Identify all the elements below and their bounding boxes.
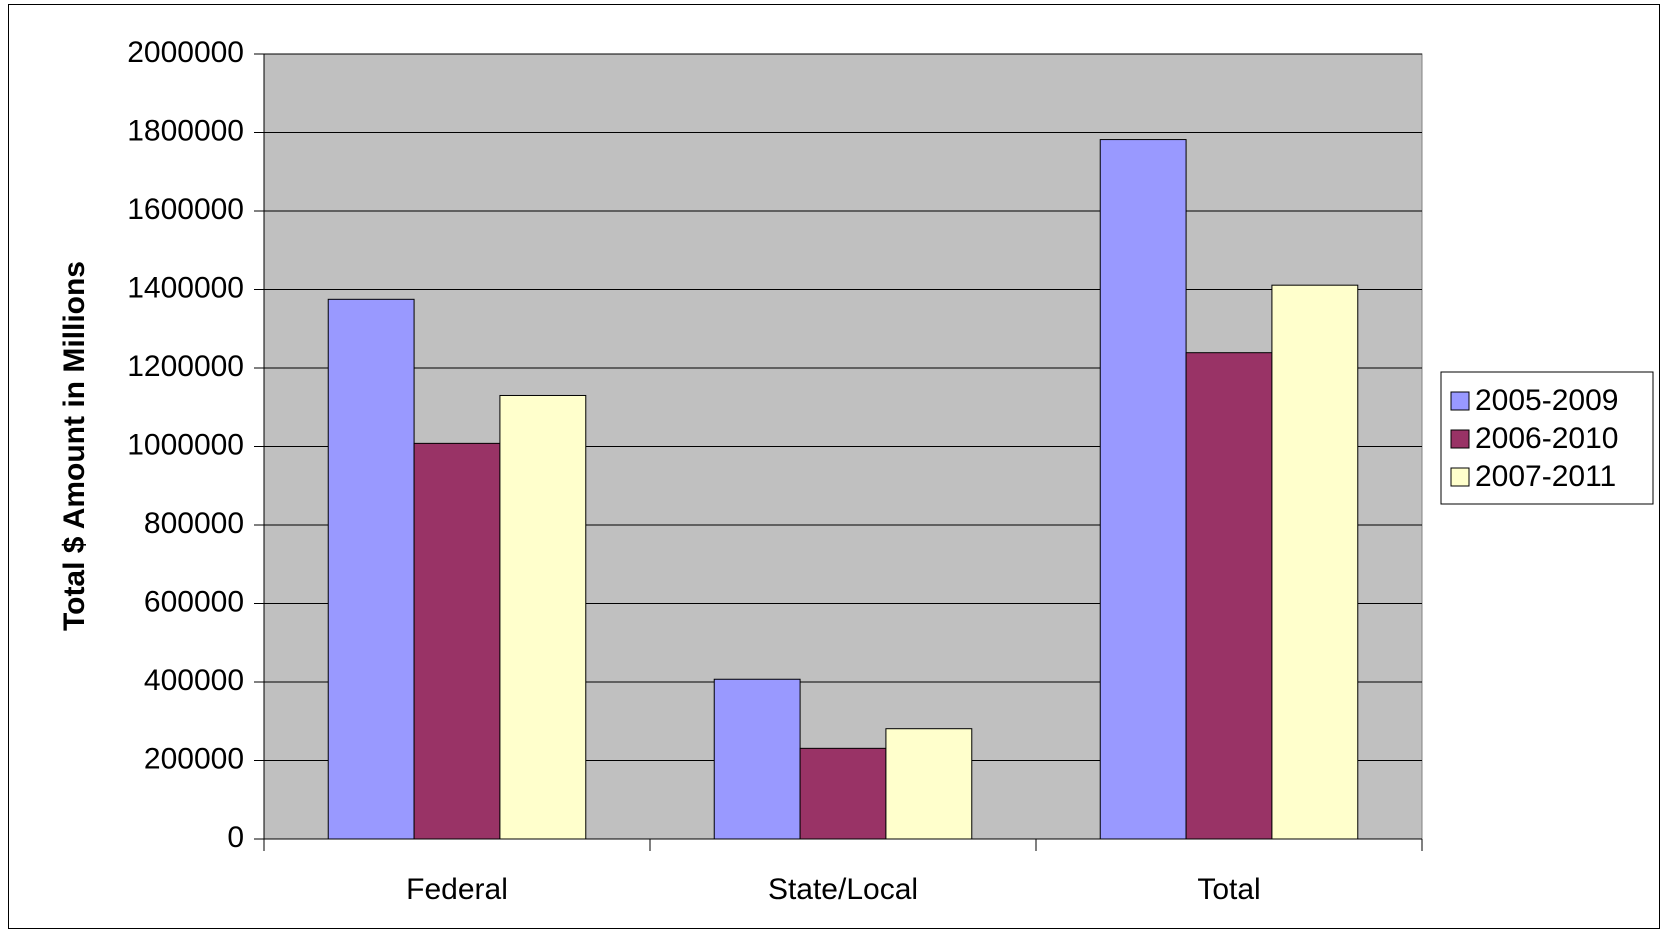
bar-total-2005-2009 xyxy=(1099,139,1187,840)
bar-total-2007-2011 xyxy=(1271,284,1359,840)
legend-label: 2007-2011 xyxy=(1475,460,1616,493)
y-tick-label: 0 xyxy=(227,821,244,854)
legend-label: 2005-2009 xyxy=(1475,384,1618,417)
y-tick-label: 1800000 xyxy=(127,114,244,147)
y-tick-label: 1600000 xyxy=(127,193,244,226)
bar-federal-2006-2010 xyxy=(413,442,501,840)
y-tick-label: 1400000 xyxy=(127,271,244,304)
bar-federal-2005-2009 xyxy=(327,298,415,840)
y-tick-label: 600000 xyxy=(144,585,244,618)
bar-total-2006-2010 xyxy=(1185,352,1273,840)
legend: 2005-2009 2006-2010 2007-2011 xyxy=(1440,371,1654,505)
y-tick-label: 400000 xyxy=(144,664,244,697)
y-tick-label: 1000000 xyxy=(127,428,244,461)
y-tick-label: 1200000 xyxy=(127,350,244,383)
legend-swatch xyxy=(1450,467,1470,487)
bar-state-local-2006-2010 xyxy=(799,747,887,840)
bar-chart: 0 200000 400000 600000 800000 1000000 1200000 1… xyxy=(58,36,1654,906)
bar-state-local-2007-2011 xyxy=(885,728,973,840)
y-tick-label: 800000 xyxy=(144,507,244,540)
x-tick-label: State/Local xyxy=(768,873,918,906)
legend-swatch xyxy=(1450,429,1470,449)
y-tick-labels: 0 200000 400000 600000 800000 1000000 1200000 1… xyxy=(127,36,244,854)
bar-federal-2007-2011 xyxy=(499,394,587,840)
legend-swatch xyxy=(1450,391,1470,411)
x-tick-label: Total xyxy=(1197,873,1260,906)
y-tick-label: 200000 xyxy=(144,742,244,775)
x-tick-label: Federal xyxy=(406,873,508,906)
chart-frame: 0 200000 400000 600000 800000 1000000 1200000 1… xyxy=(8,4,1660,929)
legend-label: 2006-2010 xyxy=(1475,422,1618,455)
legend-box xyxy=(1440,371,1654,505)
x-tick-labels: Federal State/Local Total xyxy=(406,873,1261,906)
axes xyxy=(254,53,1423,851)
y-axis-label: Total $ Amount in Millions xyxy=(58,261,91,631)
bar-state-local-2005-2009 xyxy=(713,678,801,840)
y-tick-label: 2000000 xyxy=(127,36,244,69)
